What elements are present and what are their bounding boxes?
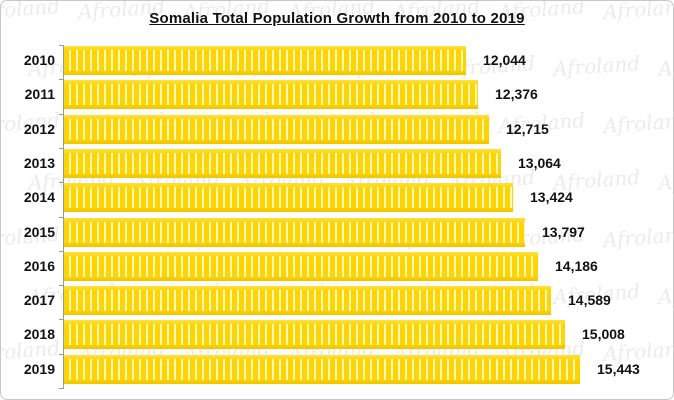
axis-tick <box>59 182 64 183</box>
axis-tick <box>59 285 64 286</box>
population-bar <box>64 80 478 109</box>
value-label: 13,064 <box>518 155 561 171</box>
population-bar <box>64 149 501 178</box>
year-label: 2010 <box>23 52 55 68</box>
value-label: 13,797 <box>542 224 585 240</box>
axis-tick <box>59 388 64 389</box>
axis-tick <box>59 148 64 149</box>
population-bar <box>64 320 565 349</box>
bar-row: 2010 12,044 <box>1 46 673 75</box>
value-label: 12,376 <box>495 86 538 102</box>
value-label: 12,044 <box>483 52 526 68</box>
population-bar <box>64 218 525 247</box>
year-label: 2016 <box>23 258 55 274</box>
bar-row: 2016 14,186 <box>1 252 673 281</box>
axis-tick <box>59 114 64 115</box>
value-label: 13,424 <box>530 189 573 205</box>
year-label: 2018 <box>23 326 55 342</box>
population-bar <box>64 286 551 315</box>
axis-tick <box>59 45 64 46</box>
bar-row: 2018 15,008 <box>1 320 673 349</box>
bar-row: 2017 14,589 <box>1 286 673 315</box>
bar-row: 2012 12,715 <box>1 115 673 144</box>
axis-tick <box>59 79 64 80</box>
year-label: 2013 <box>23 155 55 171</box>
bar-row: 2014 13,424 <box>1 183 673 212</box>
bar-row: 2015 13,797 <box>1 218 673 247</box>
population-bar <box>64 252 538 281</box>
axis-tick <box>59 251 64 252</box>
population-bar <box>64 183 513 212</box>
value-label: 15,008 <box>582 326 625 342</box>
population-bar <box>64 355 580 384</box>
bar-row: 2013 13,064 <box>1 149 673 178</box>
axis-tick <box>59 217 64 218</box>
chart-title: Somalia Total Population Growth from 201… <box>149 10 525 27</box>
value-label: 15,443 <box>597 361 640 377</box>
axis-tick <box>59 354 64 355</box>
year-label: 2015 <box>23 224 55 240</box>
value-label: 14,589 <box>568 292 611 308</box>
year-label: 2017 <box>23 292 55 308</box>
year-label: 2014 <box>23 189 55 205</box>
value-label: 14,186 <box>555 258 598 274</box>
population-bar <box>64 115 489 144</box>
year-label: 2019 <box>23 361 55 377</box>
axis-tick <box>59 319 64 320</box>
bar-row: 2019 15,443 <box>1 355 673 384</box>
year-label: 2012 <box>23 121 55 137</box>
year-label: 2011 <box>24 86 55 102</box>
population-bar <box>64 46 466 75</box>
bar-row: 2011 12,376 <box>1 80 673 109</box>
value-label: 12,715 <box>506 121 549 137</box>
